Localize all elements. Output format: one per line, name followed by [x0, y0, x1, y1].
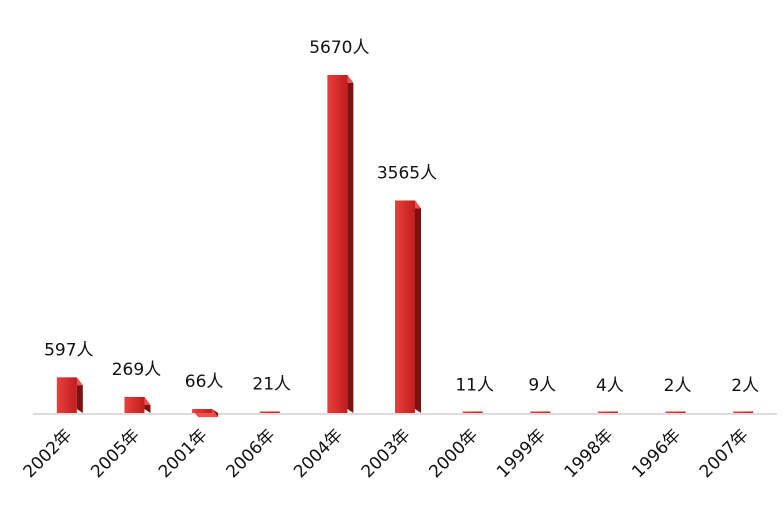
value-label: 9人 — [528, 375, 556, 395]
x-tick-label: 2006年 — [223, 425, 280, 482]
x-tick-label: 2003年 — [358, 425, 415, 482]
value-label: 597人 — [44, 340, 93, 360]
bar — [56, 377, 77, 413]
bar — [462, 411, 483, 413]
value-label: 11人 — [455, 375, 494, 395]
bar — [395, 200, 415, 413]
bar-side — [212, 409, 219, 418]
value-label: 3565人 — [377, 163, 437, 183]
bar-side — [347, 75, 354, 413]
value-label: 2人 — [664, 376, 692, 396]
bar — [327, 75, 348, 413]
x-tick-label: 1999年 — [493, 425, 550, 482]
x-tick-label: 2001年 — [155, 425, 212, 482]
x-tick-label: 1996年 — [628, 425, 685, 482]
value-label: 5670人 — [309, 38, 369, 58]
x-tick-label: 2000年 — [425, 425, 482, 482]
value-label: 269人 — [112, 360, 161, 380]
bar — [192, 409, 213, 413]
value-label: 21人 — [252, 375, 291, 395]
bar — [597, 411, 618, 413]
bar-side — [415, 200, 421, 413]
value-label: 4人 — [596, 376, 624, 396]
bar — [530, 411, 551, 413]
x-tick-label: 2004年 — [290, 425, 347, 482]
value-label: 2人 — [731, 376, 759, 396]
bar — [124, 396, 145, 413]
bar — [259, 411, 280, 413]
value-label: 66人 — [185, 372, 224, 392]
bar — [665, 411, 686, 413]
bar-side — [76, 377, 83, 413]
bar — [733, 411, 754, 413]
x-tick-label: 2007年 — [696, 425, 753, 482]
x-tick-label: 2005年 — [87, 425, 144, 482]
x-tick-label: 1998年 — [561, 425, 618, 482]
x-tick-label: 2002年 — [20, 425, 77, 482]
